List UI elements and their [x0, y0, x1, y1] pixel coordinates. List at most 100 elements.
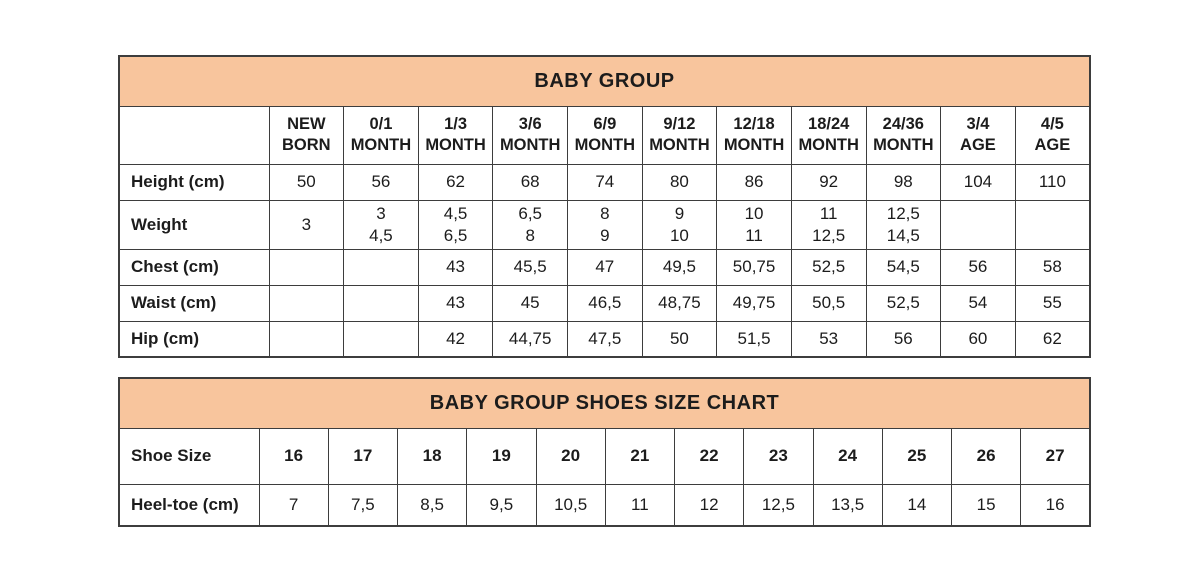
shoe-size-cell: 27 [1020, 427, 1091, 485]
waist-cell: 54 [940, 284, 1016, 322]
shoe-size-cell: 20 [535, 427, 606, 485]
waist-cell: 43 [417, 284, 494, 322]
row-label-shoe-size: Shoe Size [118, 427, 260, 485]
baby-group-title-row: BABY GROUP [118, 55, 1091, 107]
heel-toe-cell: 9,5 [466, 483, 537, 527]
chest-cell: 47 [567, 248, 643, 286]
row-label-heel-toe: Heel-toe (cm) [118, 483, 260, 527]
heel-toe-cell: 13,5 [812, 483, 883, 527]
hip-cell [268, 320, 345, 358]
weight-cell: 4,5 6,5 [417, 199, 494, 250]
heel-toe-cell: 15 [950, 483, 1022, 527]
height-cell: 80 [641, 163, 718, 201]
heel-toe-row: Heel-toe (cm) 7 7,5 8,5 9,5 10,5 11 12 1… [118, 483, 1091, 527]
shoe-size-cell: 17 [327, 427, 399, 485]
chest-cell: 54,5 [865, 248, 942, 286]
col-header-9-12-month: 9/12 MONTH [641, 105, 718, 165]
row-label-weight: Weight [118, 199, 270, 250]
waist-cell: 46,5 [567, 284, 643, 322]
chest-cell: 43 [417, 248, 494, 286]
chest-cell: 58 [1014, 248, 1091, 286]
shoe-size-cell: 24 [812, 427, 883, 485]
heel-toe-cell: 16 [1020, 483, 1091, 527]
col-header-12-18-month: 12/18 MONTH [716, 105, 792, 165]
col-header-newborn: NEW BORN [268, 105, 345, 165]
shoe-size-cell: 16 [258, 427, 329, 485]
baby-group-table: BABY GROUP NEW BORN 0/1 MONTH 1/3 MONTH … [118, 55, 1091, 358]
hip-cell: 50 [641, 320, 718, 358]
shoes-title-row: BABY GROUP SHOES SIZE CHART [118, 377, 1091, 429]
waist-cell: 45 [492, 284, 568, 322]
hip-cell: 44,75 [492, 320, 568, 358]
shoe-size-cell: 19 [466, 427, 537, 485]
weight-cell: 10 11 [716, 199, 792, 250]
waist-cell: 52,5 [865, 284, 942, 322]
height-cell: 50 [268, 163, 345, 201]
waist-cell: 55 [1014, 284, 1091, 322]
col-header-3-4-age: 3/4 AGE [940, 105, 1016, 165]
shoes-table-title: BABY GROUP SHOES SIZE CHART [118, 377, 1091, 429]
chest-cell: 56 [940, 248, 1016, 286]
waist-cell: 50,5 [790, 284, 867, 322]
row-label-height: Height (cm) [118, 163, 270, 201]
heel-toe-cell: 12 [673, 483, 745, 527]
height-cell: 74 [567, 163, 643, 201]
weight-cell: 6,5 8 [492, 199, 568, 250]
heel-toe-cell: 12,5 [743, 483, 814, 527]
weight-cell: 8 9 [567, 199, 643, 250]
hip-cell: 42 [417, 320, 494, 358]
chest-cell: 45,5 [492, 248, 568, 286]
heel-toe-cell: 14 [881, 483, 953, 527]
waist-cell: 49,75 [716, 284, 792, 322]
col-header-6-9-month: 6/9 MONTH [567, 105, 643, 165]
col-header-3-6-month: 3/6 MONTH [492, 105, 568, 165]
waist-cell [268, 284, 345, 322]
weight-row: Weight 3 3 4,5 4,5 6,5 6,5 8 8 9 9 10 10… [118, 199, 1091, 250]
hip-cell: 53 [790, 320, 867, 358]
weight-cell [940, 199, 1016, 250]
col-header-1-3-month: 1/3 MONTH [417, 105, 494, 165]
weight-cell: 12,5 14,5 [865, 199, 942, 250]
shoe-size-cell: 26 [950, 427, 1022, 485]
hip-cell: 51,5 [716, 320, 792, 358]
weight-cell: 3 4,5 [343, 199, 419, 250]
weight-cell: 9 10 [641, 199, 718, 250]
shoe-size-row: Shoe Size 16 17 18 19 20 21 22 23 24 25 … [118, 427, 1091, 485]
height-cell: 62 [417, 163, 494, 201]
col-header-4-5-age: 4/5 AGE [1014, 105, 1091, 165]
shoes-size-table: BABY GROUP SHOES SIZE CHART Shoe Size 16… [118, 377, 1091, 527]
hip-cell: 60 [940, 320, 1016, 358]
height-cell: 104 [940, 163, 1016, 201]
row-label-chest: Chest (cm) [118, 248, 270, 286]
weight-cell [1014, 199, 1091, 250]
chest-cell [268, 248, 345, 286]
baby-group-header-row: NEW BORN 0/1 MONTH 1/3 MONTH 3/6 MONTH 6… [118, 105, 1091, 165]
shoe-size-cell: 18 [396, 427, 468, 485]
heel-toe-cell: 8,5 [396, 483, 468, 527]
row-label-hip: Hip (cm) [118, 320, 270, 358]
heel-toe-cell: 7 [258, 483, 329, 527]
hip-cell [343, 320, 419, 358]
shoe-size-cell: 22 [673, 427, 745, 485]
heel-toe-cell: 11 [604, 483, 676, 527]
waist-row: Waist (cm) 43 45 46,5 48,75 49,75 50,5 5… [118, 284, 1091, 322]
corner-cell [118, 105, 270, 165]
heel-toe-cell: 7,5 [327, 483, 399, 527]
shoe-size-cell: 23 [743, 427, 814, 485]
hip-cell: 62 [1014, 320, 1091, 358]
weight-cell: 11 12,5 [790, 199, 867, 250]
chest-row: Chest (cm) 43 45,5 47 49,5 50,75 52,5 54… [118, 248, 1091, 286]
baby-group-table-title: BABY GROUP [118, 55, 1091, 107]
col-header-18-24-month: 18/24 MONTH [790, 105, 867, 165]
weight-cell: 3 [268, 199, 345, 250]
shoe-size-cell: 21 [604, 427, 676, 485]
hip-row: Hip (cm) 42 44,75 47,5 50 51,5 53 56 60 … [118, 320, 1091, 358]
hip-cell: 56 [865, 320, 942, 358]
row-label-waist: Waist (cm) [118, 284, 270, 322]
chest-cell: 49,5 [641, 248, 718, 286]
heel-toe-cell: 10,5 [535, 483, 606, 527]
hip-cell: 47,5 [567, 320, 643, 358]
shoe-size-cell: 25 [881, 427, 953, 485]
waist-cell [343, 284, 419, 322]
height-cell: 56 [343, 163, 419, 201]
